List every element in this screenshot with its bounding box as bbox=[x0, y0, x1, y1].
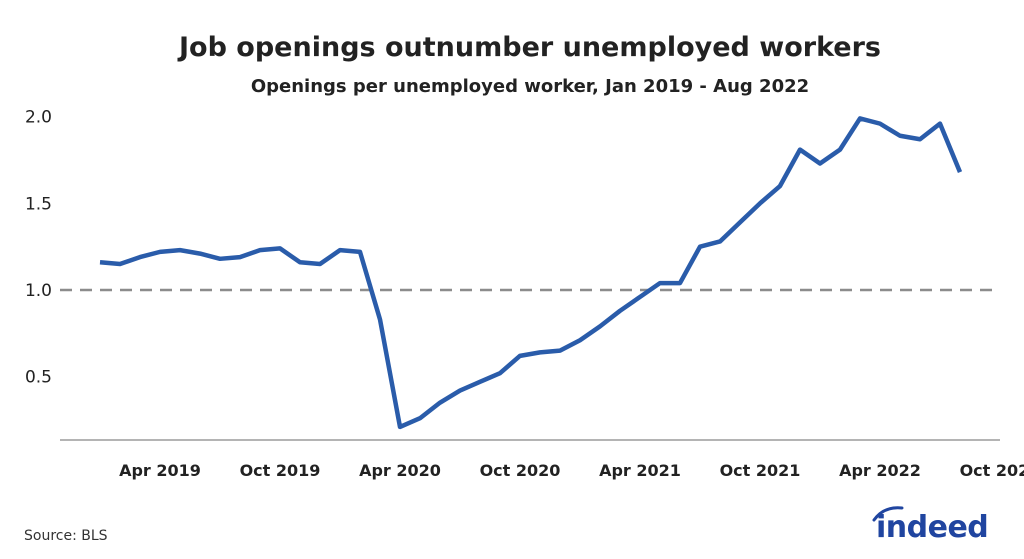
chart-title: Job openings outnumber unemployed worker… bbox=[177, 32, 881, 63]
chart-subtitle: Openings per unemployed worker, Jan 2019… bbox=[251, 76, 809, 97]
x-tick-label: Oct 2020 bbox=[480, 461, 561, 480]
x-tick-label: Apr 2019 bbox=[119, 461, 201, 480]
x-tick-label: Oct 2022 bbox=[960, 461, 1024, 480]
x-tick-label: Apr 2021 bbox=[599, 461, 681, 480]
series-line bbox=[99, 116, 963, 430]
y-tick-label: 2.0 bbox=[25, 108, 52, 128]
source-note: Source: BLS bbox=[24, 528, 108, 544]
y-tick-label: 1.0 bbox=[25, 281, 52, 301]
indeed-logo: indeed bbox=[872, 506, 989, 545]
x-tick-label: Apr 2020 bbox=[359, 461, 441, 480]
logo-text: indeed bbox=[876, 510, 988, 545]
y-tick-label: 0.5 bbox=[25, 368, 52, 388]
x-tick-label: Apr 2022 bbox=[839, 461, 921, 480]
x-tick-label: Oct 2021 bbox=[720, 461, 801, 480]
x-tick-label: Oct 2019 bbox=[240, 461, 321, 480]
y-tick-label: 1.5 bbox=[25, 194, 52, 214]
